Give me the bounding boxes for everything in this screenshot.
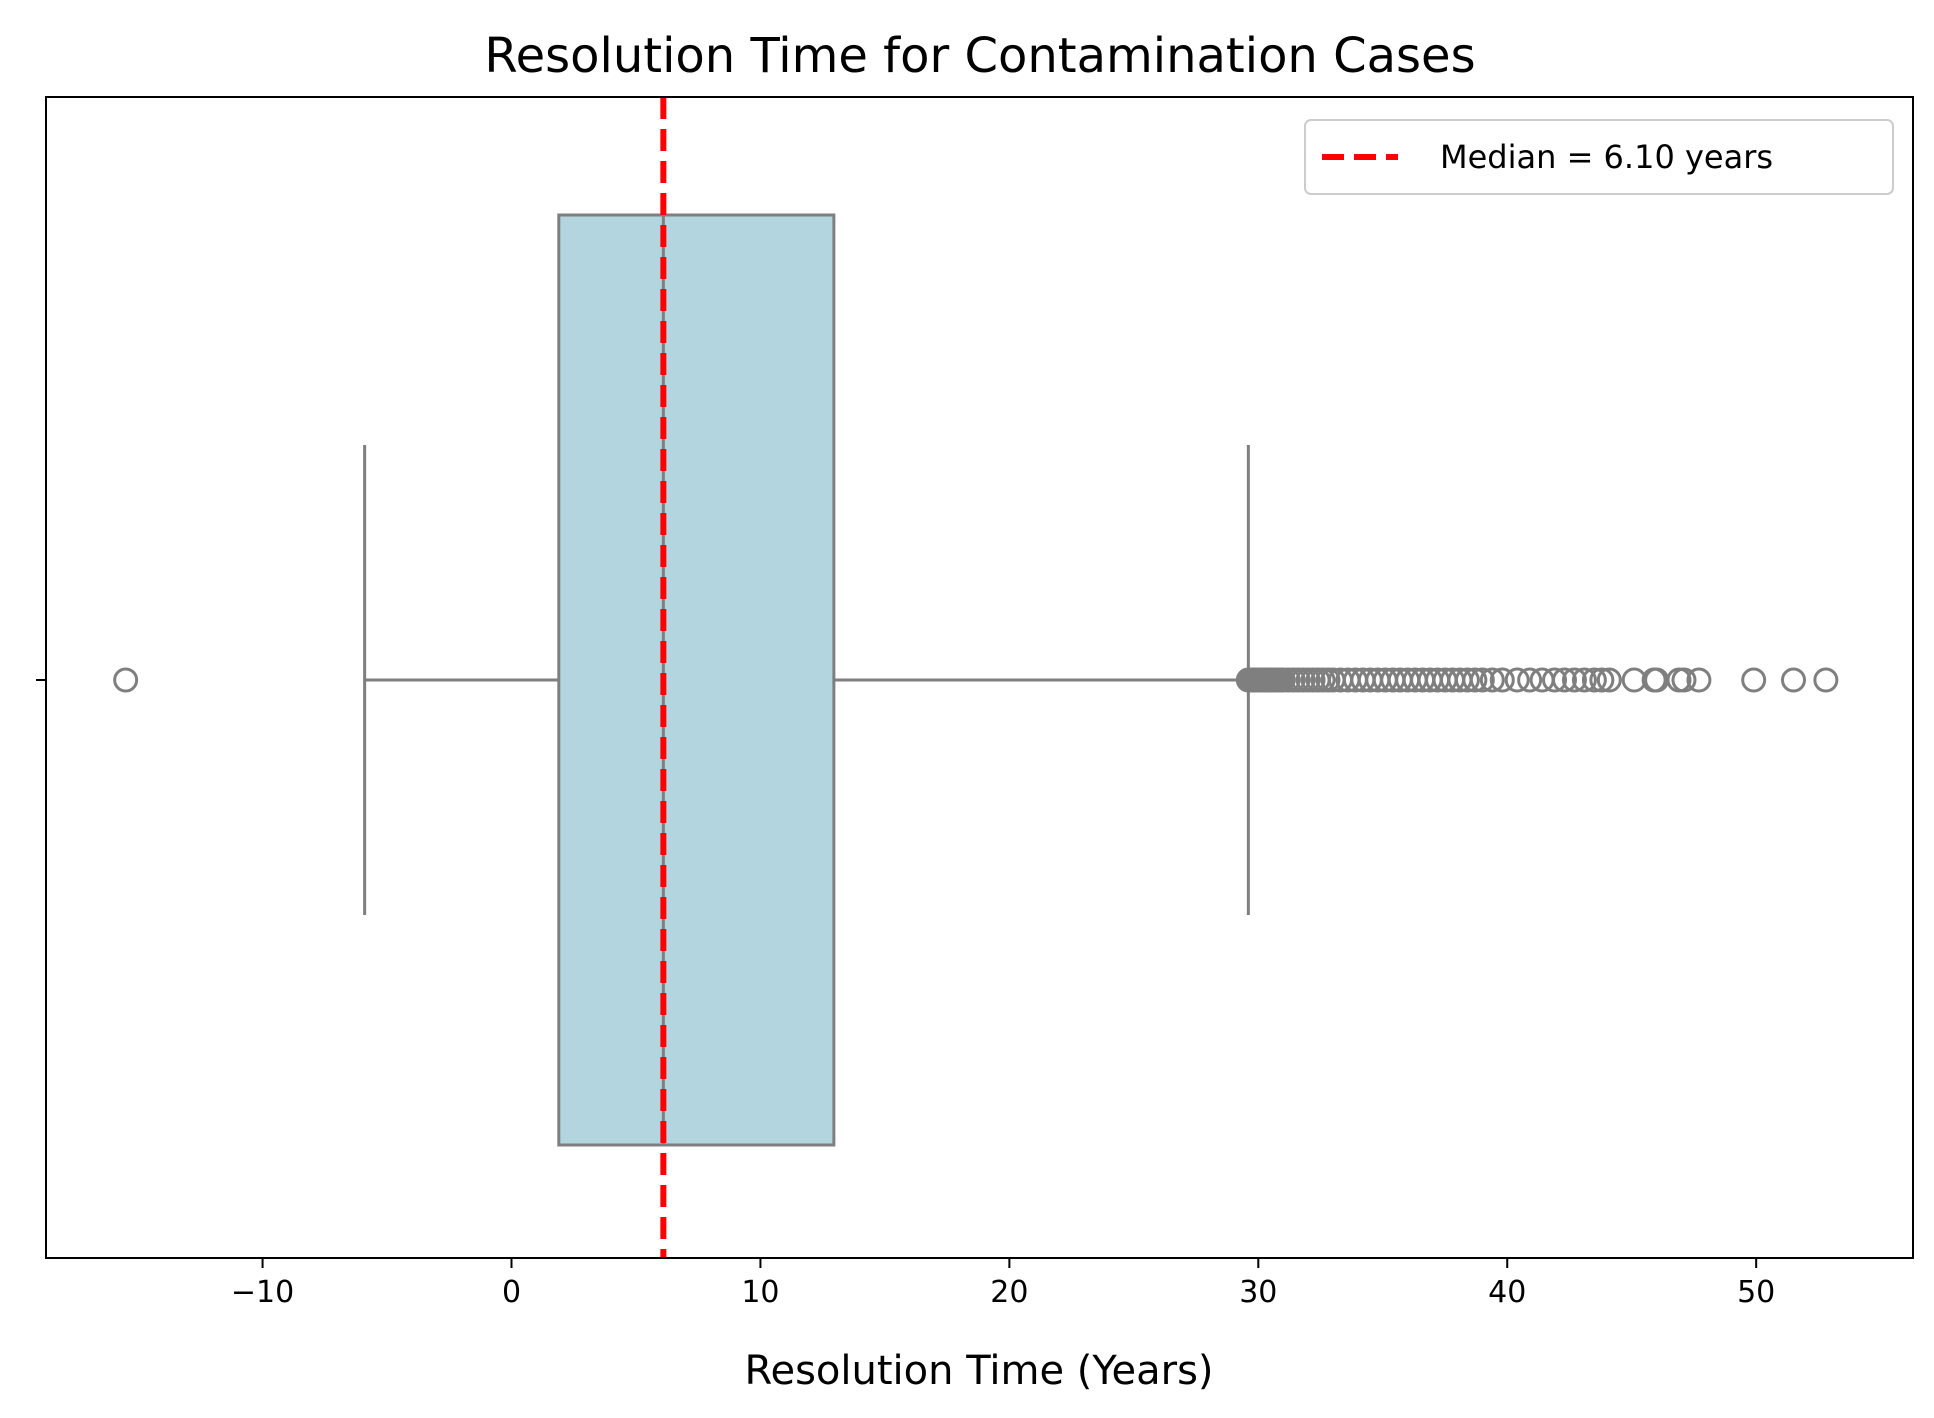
- x-tick-label: 10: [741, 1275, 779, 1310]
- x-axis-title: Resolution Time (Years): [744, 1348, 1213, 1394]
- outlier-point: [1813, 667, 1839, 693]
- x-tick-label: −10: [231, 1275, 294, 1310]
- outlier-point: [1671, 667, 1697, 693]
- legend-box: [1304, 119, 1894, 195]
- outlier-point: [1781, 667, 1807, 693]
- outlier-point: [1561, 667, 1587, 693]
- interquartile-box: [557, 213, 836, 1147]
- x-tick-label: 30: [1239, 1275, 1277, 1310]
- x-tick-label: 40: [1488, 1275, 1526, 1310]
- outlier-point: [1571, 667, 1597, 693]
- outlier-point: [1469, 667, 1495, 693]
- outlier-point: [1741, 667, 1767, 693]
- outlier-point: [1517, 667, 1543, 693]
- x-tick-label: 0: [502, 1275, 521, 1310]
- legend: Median = 6.10 years: [1304, 119, 1894, 195]
- outlier-point: [1454, 667, 1480, 693]
- x-axis-ticks: −10 0 10 20 30 40 50: [231, 1258, 1775, 1310]
- outlier-point: [1479, 667, 1505, 693]
- outlier-point: [1686, 667, 1712, 693]
- axes-frame: [45, 96, 1914, 1259]
- plot-area: [113, 97, 1839, 1258]
- chart-title: Resolution Time for Contamination Cases: [484, 28, 1475, 84]
- outlier-point: [1504, 667, 1530, 693]
- outlier-point: [1589, 667, 1615, 693]
- outlier-point: [1581, 667, 1607, 693]
- legend-median-label: Median = 6.10 years: [1440, 138, 1773, 176]
- outlier-point: [113, 667, 139, 693]
- outlier-point: [1462, 667, 1488, 693]
- outlier-point: [1489, 667, 1515, 693]
- x-tick-label: 20: [990, 1275, 1028, 1310]
- outlier-point: [1596, 667, 1622, 693]
- outlier-point: [1551, 667, 1577, 693]
- outlier-point: [1542, 667, 1568, 693]
- x-tick-label: 50: [1737, 1275, 1775, 1310]
